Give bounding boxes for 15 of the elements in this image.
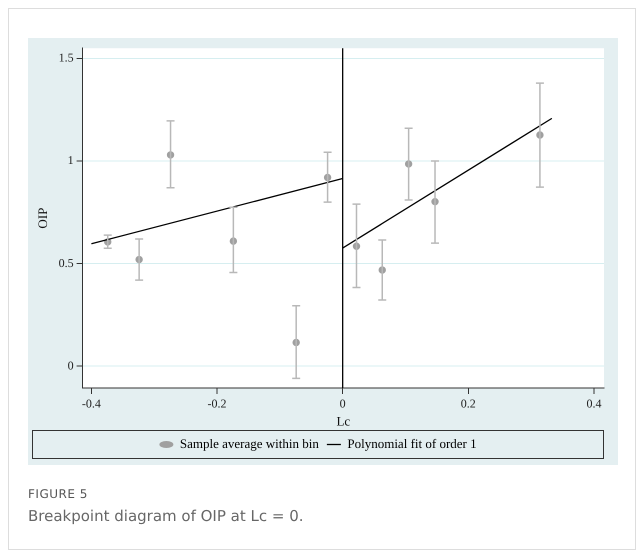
caption: FIGURE 5 — [28, 487, 89, 501]
x-tick-label: -0.2 — [208, 396, 227, 410]
legend-label: Polynomial fit of order 1 — [347, 436, 477, 451]
x-tick-label: 0.4 — [586, 396, 602, 410]
x-tick-label: 0 — [340, 396, 346, 410]
x-tick-label: 0.2 — [460, 396, 476, 410]
y-axis-title: OIP — [35, 208, 50, 229]
x-tick-label: -0.4 — [82, 396, 101, 410]
y-tick-label: 0.5 — [58, 256, 74, 270]
legend-label: Sample average within bin — [180, 436, 320, 451]
x-axis-title: Lc — [336, 414, 350, 429]
y-tick-label: 1.5 — [58, 50, 74, 65]
y-tick-label: 0 — [68, 358, 74, 372]
y-tick-label: 1 — [68, 153, 74, 168]
text: Breakpoint diagram of OIP at Lc = 0. — [28, 507, 305, 525]
